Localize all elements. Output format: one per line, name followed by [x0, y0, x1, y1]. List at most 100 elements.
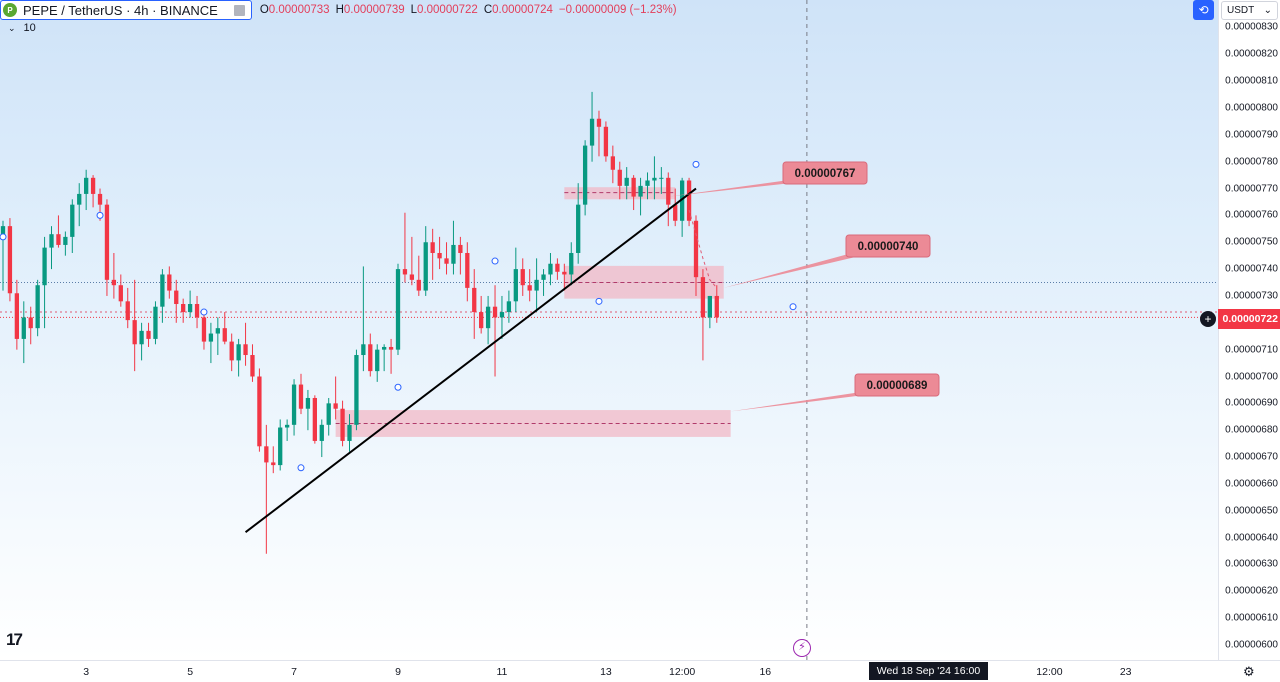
tradingview-logo-icon[interactable]: 17 [6, 630, 23, 649]
callout-box [845, 234, 931, 258]
candle-body [125, 301, 130, 321]
time-tick-label: 12:00 [668, 666, 696, 678]
price-tick-label: 0.00000790 [1225, 129, 1278, 141]
candle-body [548, 263, 553, 275]
candle-body [492, 306, 498, 318]
candle-body [28, 317, 33, 329]
candle-body [666, 177, 671, 205]
candle-body [562, 271, 567, 275]
candle-body [70, 204, 75, 237]
price-tick-label: 0.00000690 [1225, 397, 1278, 409]
candle-body [472, 287, 477, 313]
candle-body [617, 169, 622, 186]
candle-body [451, 244, 456, 264]
candle-body [319, 424, 324, 441]
event-marker [200, 308, 208, 316]
candle-body [56, 234, 61, 245]
callout-box [854, 373, 940, 397]
candle-body [603, 126, 609, 157]
candle-body [409, 274, 415, 280]
candle-body [118, 285, 123, 302]
candle-body [333, 403, 338, 409]
candle-body [527, 285, 532, 291]
price-tick-label: 0.00000740 [1225, 263, 1278, 275]
candle-body [569, 252, 574, 275]
candle-body [673, 204, 678, 221]
event-marker [0, 233, 7, 241]
price-tick-label: 0.00000640 [1225, 532, 1278, 544]
chevron-down-icon[interactable]: ⌄ [8, 22, 16, 33]
candle-body [479, 312, 484, 329]
ohlc-high: H0.00000739 [335, 4, 405, 16]
candle-body [458, 244, 463, 253]
candle-body [382, 346, 387, 350]
settings-gear-icon[interactable]: ⚙ [1243, 664, 1255, 679]
time-tick-label: 3 [83, 666, 90, 678]
callout-label: 0.00000689 [867, 380, 928, 392]
candle-body [638, 185, 643, 197]
candle-body [194, 304, 200, 318]
candle-body [534, 279, 539, 291]
candle-body [700, 277, 706, 318]
callout-label: 0.00000767 [795, 168, 856, 180]
candle-body [229, 341, 234, 361]
chart-area[interactable]: 0.00000767 0.00000740 0.00000689 P PEPE / … [0, 0, 1218, 660]
event-marker [297, 464, 305, 472]
candle-body [416, 279, 421, 291]
candle-body [146, 330, 151, 339]
candle-body [14, 293, 20, 339]
candle-body [291, 384, 297, 425]
candle-body [423, 242, 428, 291]
compare-icon[interactable]: ⟲ [1193, 0, 1214, 20]
candle-body [631, 177, 636, 197]
candle-body [222, 328, 227, 342]
candle-body [271, 462, 276, 466]
lightning-event-icon[interactable]: ⚡ [793, 639, 811, 657]
price-axis[interactable]: 0.00000830 0.00000820 0.00000810 0.00000800… [1218, 0, 1280, 660]
symbol-title[interactable]: PEPE / TetherUS · 4h · BINANCE [23, 2, 218, 18]
time-tick-label: 9 [395, 666, 401, 678]
candle-body [499, 312, 505, 318]
candle-body [610, 156, 615, 170]
price-tick-label: 0.00000820 [1225, 48, 1278, 60]
event-marker [491, 257, 499, 265]
candle-body [596, 118, 602, 127]
candle-body [181, 304, 186, 313]
price-tick-label: 0.00000660 [1225, 478, 1278, 490]
symbol-box[interactable]: P PEPE / TetherUS · 4h · BINANCE [0, 0, 252, 20]
candle-body [257, 376, 262, 447]
candle-body [298, 384, 304, 409]
hide-legend-icon[interactable] [233, 4, 245, 16]
callout-pointer [730, 392, 873, 412]
candle-body [465, 252, 470, 288]
candle-body [645, 180, 650, 186]
event-marker [394, 383, 402, 391]
time-tick-label: 12:00 [1036, 666, 1063, 678]
candle-body [679, 180, 685, 221]
candle-body [139, 330, 144, 345]
candle-body [506, 301, 512, 313]
legend-bar: P PEPE / TetherUS · 4h · BINANCE O0.0000… [0, 0, 677, 20]
candle-body [104, 204, 110, 280]
candle-body [35, 285, 40, 329]
candle-body [174, 290, 179, 305]
candle-body [278, 427, 283, 466]
price-chart[interactable]: 0.00000767 0.00000740 0.00000689 [0, 0, 1218, 660]
trendline [244, 187, 697, 534]
time-tick-label: 5 [187, 666, 194, 678]
event-marker [96, 211, 104, 219]
candle-body [686, 180, 692, 221]
candle-body [589, 118, 595, 146]
price-tick-label: 0.00000760 [1225, 209, 1278, 221]
event-marker [789, 303, 797, 311]
ohlc-low: L0.00000722 [410, 4, 478, 16]
indicator-row[interactable]: ⌄ 10 [8, 22, 36, 34]
currency-label: USDT [1227, 5, 1255, 16]
projection-path [688, 209, 718, 289]
price-change: −0.00000009 (−1.23%) [558, 4, 677, 16]
candle-body [90, 177, 96, 194]
candle-body [624, 177, 629, 186]
add-alert-icon[interactable]: + [1200, 311, 1216, 327]
currency-select[interactable]: USDT ⌄ [1221, 1, 1278, 20]
